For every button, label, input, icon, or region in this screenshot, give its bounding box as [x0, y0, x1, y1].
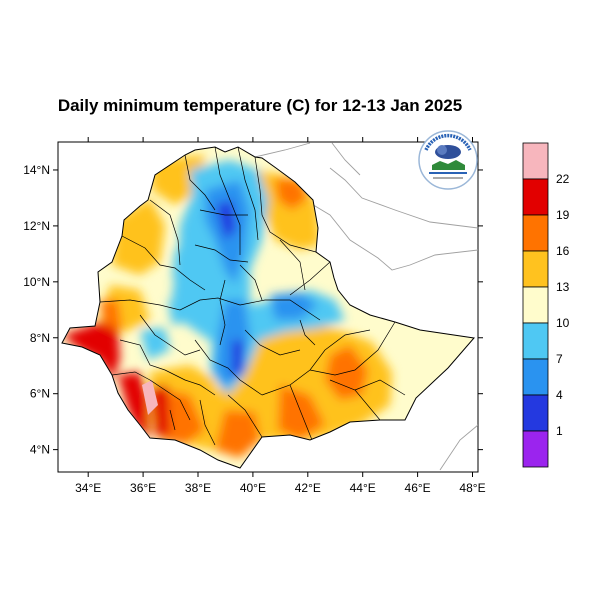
- legend-label: 16: [556, 244, 570, 258]
- y-tick-label: 12°N: [23, 219, 50, 233]
- x-tick-label: 46°E: [405, 481, 431, 495]
- legend-swatch: [522, 250, 549, 288]
- legend-label: 22: [556, 172, 570, 186]
- y-tick-label: 14°N: [23, 163, 50, 177]
- legend-swatch: [522, 178, 549, 216]
- legend-label: 10: [556, 316, 570, 330]
- y-tick-label: 8°N: [30, 331, 50, 345]
- neighbor-borders: [254, 142, 478, 471]
- legend-swatch: [522, 214, 549, 252]
- map-title: Daily minimum temperature (C) for 12-13 …: [57, 96, 463, 115]
- legend-label: 1: [556, 424, 563, 438]
- x-tick-label: 48°E: [459, 481, 485, 495]
- legend-swatch: [522, 286, 549, 324]
- y-tick-label: 6°N: [30, 387, 50, 401]
- admin-borders: [99, 147, 406, 446]
- x-tick-label: 34°E: [75, 481, 101, 495]
- legend-swatch: [522, 322, 549, 360]
- y-axis-ticks: 14°N 12°N 10°N 8°N 6°N 4°N: [23, 163, 483, 457]
- institute-logo: [418, 130, 478, 190]
- legend-swatch: [522, 358, 549, 396]
- x-tick-label: 40°E: [240, 481, 266, 495]
- legend-label: 19: [556, 208, 570, 222]
- y-tick-label: 10°N: [23, 275, 50, 289]
- legend-swatch: [522, 394, 549, 432]
- color-legend: 22 19 16 13 10 7 4 1: [522, 142, 570, 468]
- legend-label: 13: [556, 280, 570, 294]
- ethiopia-outline: [61, 146, 475, 469]
- x-axis-ticks: 34°E 36°E 38°E 40°E 42°E 44°E 46°E 48°E: [75, 137, 486, 495]
- x-tick-label: 44°E: [350, 481, 376, 495]
- x-tick-label: 38°E: [185, 481, 211, 495]
- legend-swatch: [522, 142, 549, 180]
- x-tick-label: 36°E: [130, 481, 156, 495]
- y-tick-label: 4°N: [30, 443, 50, 457]
- legend-swatch: [522, 430, 549, 468]
- legend-label: 7: [556, 352, 563, 366]
- x-tick-label: 42°E: [295, 481, 321, 495]
- legend-label: 4: [556, 388, 563, 402]
